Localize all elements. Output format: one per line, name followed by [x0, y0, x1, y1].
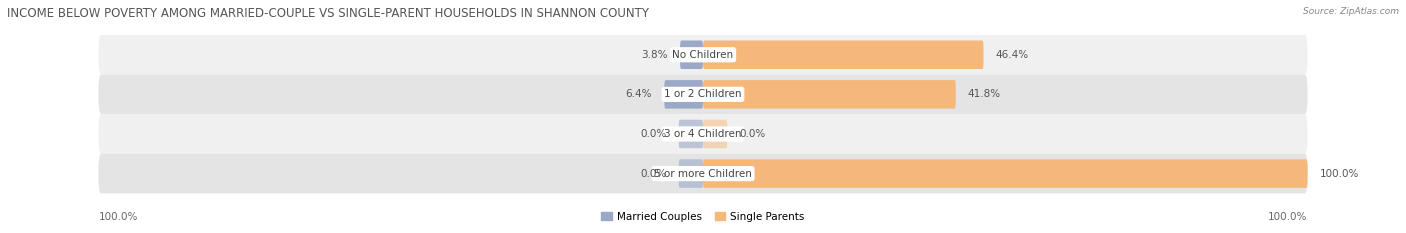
- FancyBboxPatch shape: [679, 159, 703, 188]
- FancyBboxPatch shape: [703, 41, 984, 69]
- Text: 5 or more Children: 5 or more Children: [654, 169, 752, 178]
- Text: 1 or 2 Children: 1 or 2 Children: [664, 89, 742, 99]
- Legend: Married Couples, Single Parents: Married Couples, Single Parents: [598, 208, 808, 226]
- Text: 100.0%: 100.0%: [1320, 169, 1360, 178]
- FancyBboxPatch shape: [703, 159, 1308, 188]
- FancyBboxPatch shape: [681, 41, 703, 69]
- Text: 0.0%: 0.0%: [641, 129, 666, 139]
- FancyBboxPatch shape: [703, 120, 727, 148]
- FancyBboxPatch shape: [679, 120, 703, 148]
- FancyBboxPatch shape: [98, 75, 1308, 114]
- Text: 46.4%: 46.4%: [995, 50, 1029, 60]
- Text: 41.8%: 41.8%: [967, 89, 1001, 99]
- FancyBboxPatch shape: [703, 80, 956, 109]
- Text: Source: ZipAtlas.com: Source: ZipAtlas.com: [1303, 7, 1399, 16]
- Text: 6.4%: 6.4%: [626, 89, 652, 99]
- Text: No Children: No Children: [672, 50, 734, 60]
- FancyBboxPatch shape: [664, 80, 703, 109]
- Text: 0.0%: 0.0%: [740, 129, 765, 139]
- Text: 100.0%: 100.0%: [1268, 212, 1308, 222]
- FancyBboxPatch shape: [98, 35, 1308, 75]
- Text: INCOME BELOW POVERTY AMONG MARRIED-COUPLE VS SINGLE-PARENT HOUSEHOLDS IN SHANNON: INCOME BELOW POVERTY AMONG MARRIED-COUPL…: [7, 7, 650, 20]
- Text: 3 or 4 Children: 3 or 4 Children: [664, 129, 742, 139]
- Text: 3.8%: 3.8%: [641, 50, 668, 60]
- Text: 0.0%: 0.0%: [641, 169, 666, 178]
- FancyBboxPatch shape: [98, 154, 1308, 193]
- Text: 100.0%: 100.0%: [98, 212, 138, 222]
- FancyBboxPatch shape: [98, 114, 1308, 154]
